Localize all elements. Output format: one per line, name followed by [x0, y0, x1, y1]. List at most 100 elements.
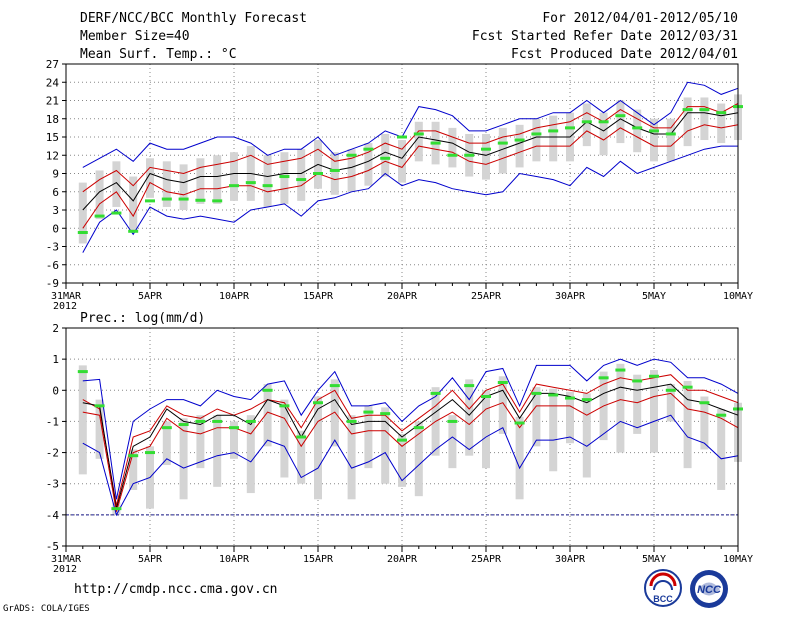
forecast-marker: [94, 404, 105, 408]
forecast-marker: [497, 141, 508, 145]
forecast-marker: [531, 132, 542, 136]
forecast-marker: [632, 379, 643, 383]
forecast-marker: [363, 147, 374, 151]
ensemble-box: [414, 421, 423, 497]
forecast-marker: [497, 381, 508, 384]
x-tick-label: 31MAR: [51, 554, 82, 565]
ensemble-box: [213, 155, 222, 204]
ensemble-box: [146, 158, 154, 198]
y-tick-label: -3: [46, 241, 59, 254]
footer-url[interactable]: http://cmdp.ncc.cma.gov.cn: [74, 582, 278, 597]
ensemble-box: [666, 384, 675, 422]
bcc-logo: BCC: [643, 568, 683, 608]
ensemble-box: [213, 415, 222, 487]
forecast-marker: [229, 184, 239, 188]
forecast-marker: [699, 108, 710, 112]
forecast-marker: [649, 129, 659, 133]
forecast-marker: [649, 374, 659, 378]
ensemble-box: [700, 97, 709, 141]
forecast-marker: [245, 419, 256, 423]
forecast-marker: [111, 507, 122, 511]
ensemble-box: [515, 124, 524, 168]
ensemble-box: [515, 416, 524, 500]
ensemble-box: [532, 387, 541, 447]
forecast-marker: [346, 419, 357, 423]
ensemble-box: [78, 182, 87, 244]
forecast-marker: [94, 214, 105, 218]
forecast-marker: [632, 126, 643, 130]
forecast-period: For 2012/04/01-2012/05/10: [542, 11, 738, 26]
ensemble-box: [448, 415, 457, 469]
y-tick-label: 18: [46, 113, 59, 126]
forecast-marker: [481, 147, 491, 151]
ensemble-box: [582, 103, 591, 147]
ensemble-box: [482, 390, 490, 469]
ensemble-box: [482, 133, 490, 180]
y-tick-label: 1: [52, 353, 59, 366]
ensemble-box: [633, 109, 642, 153]
x-tick-label: 25APR: [471, 554, 502, 565]
x-tick-label: 5APR: [138, 291, 163, 302]
y-tick-label: 15: [46, 131, 59, 144]
x-tick-label: 10APR: [219, 554, 250, 565]
forecast-marker: [212, 419, 223, 423]
forecast-marker: [531, 391, 542, 395]
grads-credit: GrADS: COLA/IGES: [3, 604, 90, 614]
x-tick-label: 10MAY: [723, 554, 753, 565]
member-size: Member Size=40: [80, 29, 190, 44]
forecast-marker: [279, 175, 290, 179]
x-tick-label: 5MAY: [642, 554, 666, 565]
ensemble-box: [314, 396, 322, 500]
forecast-marker: [447, 419, 458, 423]
ensemble-box: [616, 100, 625, 144]
forecast-marker: [565, 396, 575, 400]
ensemble-box: [599, 112, 608, 156]
y-tick-label: 2: [52, 322, 59, 335]
fcst-started-date: Fcst Started Refer Date 2012/03/31: [471, 29, 738, 44]
y-tick-label: -2: [46, 447, 59, 460]
forecast-marker: [145, 199, 155, 203]
forecast-marker: [178, 423, 189, 427]
ensemble-box: [700, 396, 709, 450]
forecast-marker: [229, 426, 239, 430]
forecast-marker: [313, 401, 323, 405]
forecast-marker: [514, 138, 525, 142]
forecast-marker: [329, 384, 340, 388]
forecast-marker: [430, 391, 441, 395]
ensemble-box: [666, 118, 675, 162]
ncc-logo: NCC: [688, 568, 730, 610]
ensemble-box: [650, 118, 658, 162]
series-upper-spread: [82, 374, 739, 506]
y-tick-label: -6: [46, 259, 59, 272]
panel-title: Prec.: log(mm/d): [80, 311, 205, 326]
x-year-label: 2012: [53, 564, 77, 575]
y-tick-label: 6: [52, 186, 59, 199]
ensemble-box: [398, 140, 406, 183]
ensemble-box: [398, 433, 406, 487]
ensemble-box: [129, 449, 138, 490]
ensemble-box: [364, 405, 373, 469]
y-tick-label: 0: [52, 384, 59, 397]
forecast-marker: [212, 199, 223, 203]
forecast-marker: [464, 384, 475, 388]
forecast-marker: [665, 132, 676, 136]
ensemble-box: [263, 384, 272, 447]
ensemble-box: [179, 164, 188, 210]
forecast-marker: [464, 153, 475, 157]
forecast-marker: [161, 426, 172, 430]
series-upper: [82, 358, 739, 500]
forecast-marker: [397, 135, 407, 139]
x-tick-label: 30APR: [555, 554, 586, 565]
ensemble-box: [230, 152, 238, 201]
x-tick-label: 10MAY: [723, 291, 753, 302]
ensemble-box: [347, 149, 356, 192]
ensemble-box: [582, 393, 591, 478]
ensemble-box: [717, 408, 726, 490]
y-tick-label: 9: [52, 168, 59, 181]
ensemble-box: [633, 374, 642, 434]
x-tick-label: 20APR: [387, 554, 418, 565]
x-tick-label: 5MAY: [642, 291, 666, 302]
forecast-marker: [598, 376, 609, 380]
forecast-marker: [716, 111, 727, 115]
y-tick-label: 12: [46, 149, 59, 162]
